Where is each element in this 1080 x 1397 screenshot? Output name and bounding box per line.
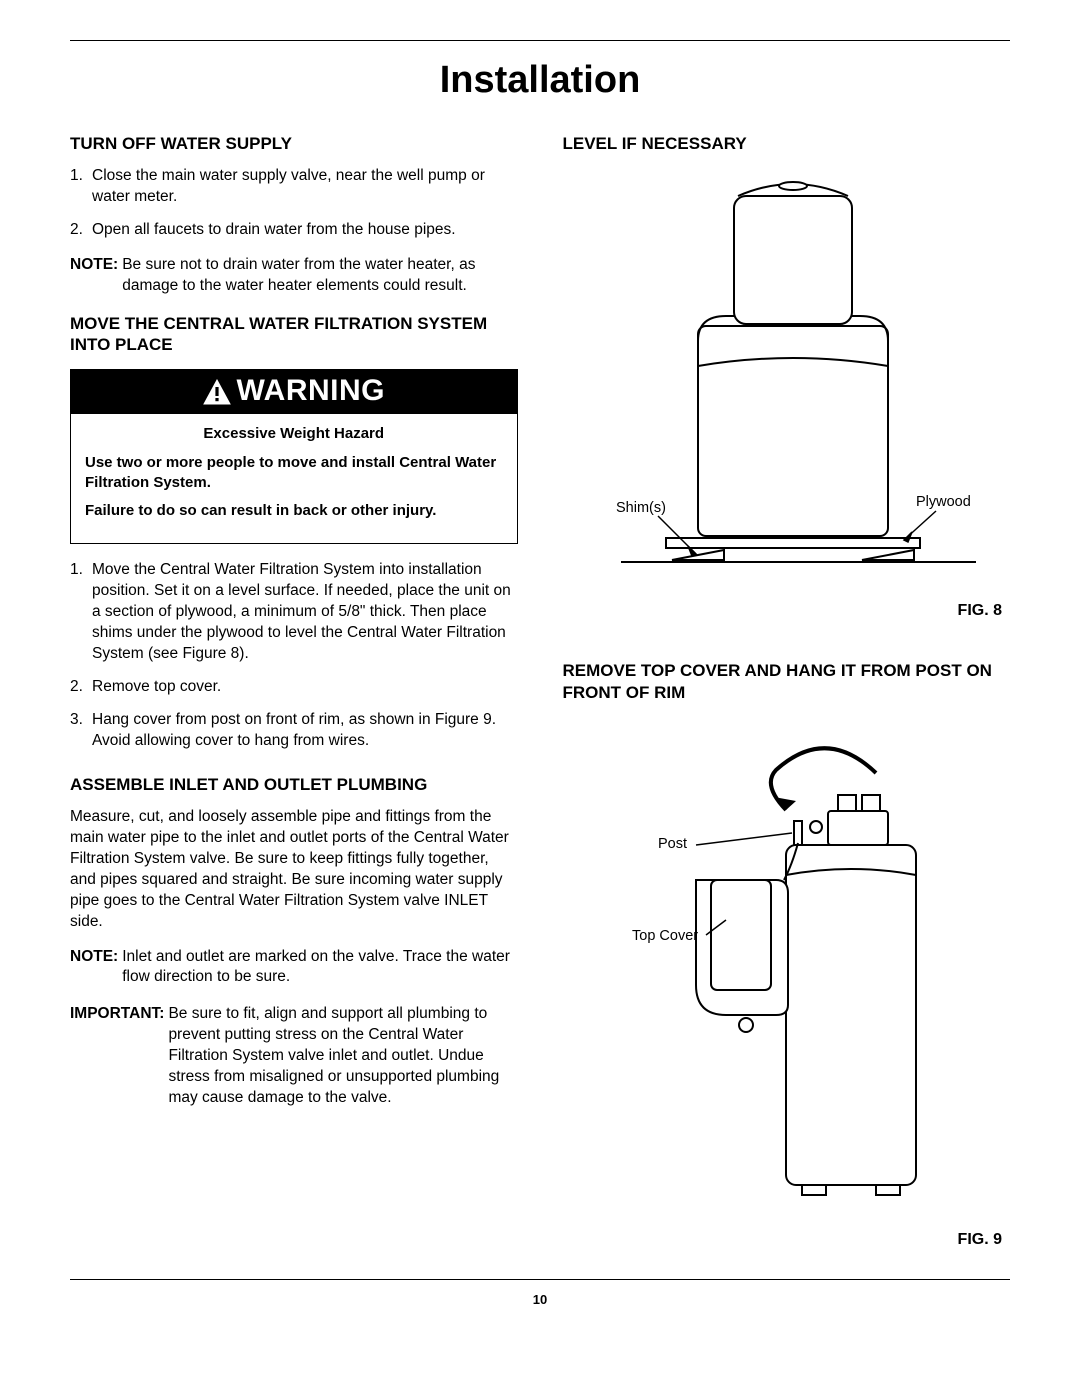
- list-item: 1.Close the main water supply valve, nea…: [70, 166, 518, 208]
- figure-8-caption: FIG. 8: [563, 602, 1011, 620]
- warning-subhead: Excessive Weight Hazard: [85, 424, 503, 444]
- fig9-label-post: Post: [658, 836, 687, 852]
- list-move: 1.Move the Central Water Filtration Syst…: [70, 560, 518, 751]
- fig9-label-cover: Top Cover: [632, 928, 698, 944]
- fig8-label-shims: Shim(s): [616, 500, 666, 516]
- list-item: 2.Remove top cover.: [70, 677, 518, 698]
- top-rule: [70, 40, 1010, 41]
- list-item: 3.Hang cover from post on front of rim, …: [70, 710, 518, 752]
- warning-word: WARNING: [237, 374, 386, 407]
- heading-assemble: ASSEMBLE INLET AND OUTLET PLUMBING: [70, 774, 518, 795]
- right-column: LEVEL IF NECESSARY: [563, 127, 1011, 1249]
- warning-text: Failure to do so can result in back or o…: [85, 501, 503, 521]
- note-block: NOTE: Inlet and outlet are marked on the…: [70, 947, 518, 989]
- important-body: Be sure to fit, align and support all pl…: [168, 1004, 517, 1109]
- note-label: NOTE:: [70, 947, 118, 989]
- figure-9-svg: Post Top Cover: [576, 715, 996, 1225]
- note-body: Inlet and outlet are marked on the valve…: [122, 947, 517, 989]
- list-item-text: Remove top cover.: [92, 678, 221, 695]
- page-title: Installation: [70, 59, 1010, 102]
- page: Installation TURN OFF WATER SUPPLY 1.Clo…: [0, 0, 1080, 1337]
- note-body: Be sure not to drain water from the wate…: [122, 255, 517, 297]
- list-item: 1.Move the Central Water Filtration Syst…: [70, 560, 518, 665]
- heading-turn-off: TURN OFF WATER SUPPLY: [70, 133, 518, 154]
- list-item-text: Open all faucets to drain water from the…: [92, 221, 456, 238]
- warning-text: Use two or more people to move and insta…: [85, 453, 503, 494]
- left-column: TURN OFF WATER SUPPLY 1.Close the main w…: [70, 127, 518, 1249]
- important-block: IMPORTANT: Be sure to fit, align and sup…: [70, 1004, 518, 1109]
- fig8-label-plywood: Plywood: [916, 494, 971, 510]
- warning-body: Excessive Weight Hazard Use two or more …: [71, 414, 517, 543]
- note-label: NOTE:: [70, 255, 118, 297]
- figure-9: Post Top Cover: [563, 715, 1011, 1225]
- list-item: 2.Open all faucets to drain water from t…: [70, 220, 518, 241]
- page-number: 10: [70, 1292, 1010, 1307]
- paragraph: Measure, cut, and loosely assemble pipe …: [70, 807, 518, 933]
- two-columns: TURN OFF WATER SUPPLY 1.Close the main w…: [70, 127, 1010, 1249]
- heading-remove-cover: REMOVE TOP COVER AND HANG IT FROM POST O…: [563, 660, 1011, 703]
- note-block: NOTE: Be sure not to drain water from th…: [70, 255, 518, 297]
- warning-icon: [203, 379, 231, 405]
- heading-move: MOVE THE CENTRAL WATER FILTRATION SYSTEM…: [70, 313, 518, 356]
- heading-level: LEVEL IF NECESSARY: [563, 133, 1011, 154]
- warning-header: WARNING: [71, 370, 517, 414]
- figure-9-caption: FIG. 9: [563, 1231, 1011, 1249]
- warning-box: WARNING Excessive Weight Hazard Use two …: [70, 369, 518, 544]
- list-item-text: Move the Central Water Filtration System…: [92, 561, 511, 662]
- figure-8-svg: Shim(s) Plywood: [576, 166, 996, 596]
- important-label: IMPORTANT:: [70, 1004, 164, 1109]
- list-turn-off: 1.Close the main water supply valve, nea…: [70, 166, 518, 241]
- list-item-text: Close the main water supply valve, near …: [92, 167, 485, 205]
- figure-8: Shim(s) Plywood: [563, 166, 1011, 596]
- bottom-rule: [70, 1279, 1010, 1280]
- list-item-text: Hang cover from post on front of rim, as…: [92, 711, 496, 749]
